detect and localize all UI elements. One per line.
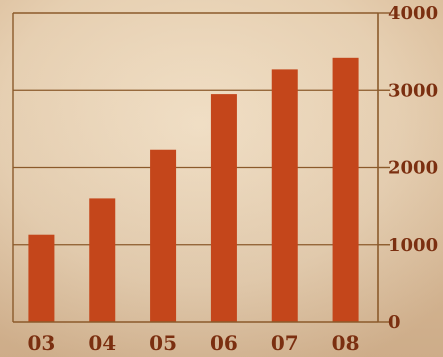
bar-08 [332, 57, 359, 323]
y-tick-label: 0 [388, 312, 401, 333]
x-tick-label: 03 [27, 331, 55, 355]
y-tick-label: 4000 [388, 3, 438, 24]
x-tick-labels: 03 04 05 06 07 08 [27, 331, 359, 355]
bar-05 [150, 149, 177, 322]
x-tick-label: 04 [88, 331, 116, 355]
grid-lines [12, 12, 378, 322]
bar-04 [89, 198, 116, 322]
y-tick-label: 1000 [388, 235, 438, 256]
x-tick-label: 08 [332, 331, 360, 355]
bar-03 [28, 234, 55, 322]
bar-07 [271, 69, 298, 322]
bar-06 [210, 94, 237, 322]
bars-group [28, 57, 359, 323]
x-tick-label: 07 [271, 331, 299, 355]
x-tick-label: 06 [210, 331, 238, 355]
axis-group [13, 12, 390, 323]
y-tick-labels: 0 1000 2000 3000 4000 [388, 3, 438, 333]
y-tick-label: 2000 [388, 158, 438, 179]
y-tick-label: 3000 [388, 80, 438, 101]
x-tick-label: 05 [149, 331, 177, 355]
